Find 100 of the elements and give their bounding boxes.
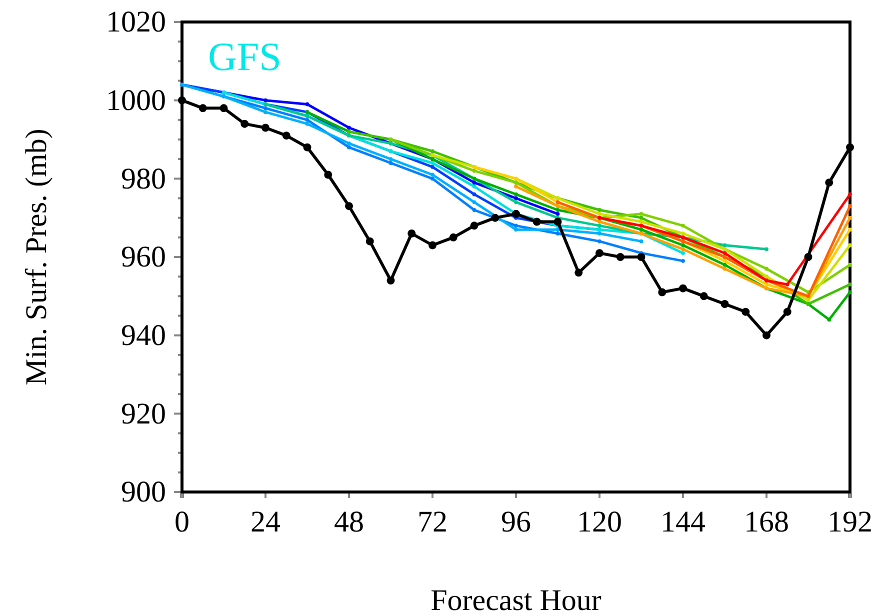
y-tick-label: 1020 bbox=[106, 6, 166, 39]
point bbox=[846, 143, 854, 152]
point bbox=[347, 126, 351, 130]
x-tick-label: 72 bbox=[418, 505, 448, 538]
point bbox=[598, 212, 602, 216]
point bbox=[388, 161, 393, 165]
point bbox=[470, 222, 478, 230]
point bbox=[472, 168, 476, 173]
point bbox=[430, 172, 434, 177]
y-tick-label: 940 bbox=[121, 318, 166, 352]
point bbox=[848, 192, 852, 196]
point bbox=[700, 292, 708, 300]
x-tick-label: 24 bbox=[250, 505, 280, 538]
point bbox=[722, 251, 727, 256]
point bbox=[658, 288, 666, 296]
point bbox=[806, 298, 810, 302]
point bbox=[388, 157, 393, 162]
point bbox=[722, 262, 727, 267]
point bbox=[639, 228, 644, 232]
point bbox=[556, 208, 560, 212]
point bbox=[722, 266, 727, 271]
point bbox=[681, 247, 685, 252]
point bbox=[848, 243, 852, 248]
point bbox=[554, 218, 562, 226]
y-tick-label: 920 bbox=[121, 397, 166, 430]
x-axis-title: Forecast Hour bbox=[430, 584, 602, 616]
point bbox=[720, 300, 729, 308]
point bbox=[825, 178, 834, 187]
point bbox=[639, 239, 644, 244]
point bbox=[848, 282, 852, 286]
y-tick-label: 980 bbox=[121, 162, 166, 196]
point bbox=[722, 243, 727, 248]
point bbox=[178, 96, 186, 104]
point bbox=[574, 268, 583, 277]
point bbox=[303, 143, 312, 152]
point bbox=[848, 290, 852, 294]
point bbox=[639, 220, 644, 224]
point bbox=[347, 141, 351, 146]
point bbox=[324, 170, 332, 179]
x-tick-label: 48 bbox=[334, 505, 364, 538]
point bbox=[783, 308, 792, 316]
point bbox=[556, 232, 560, 236]
point bbox=[722, 258, 727, 263]
point bbox=[305, 122, 310, 126]
x-tick-label: 120 bbox=[577, 505, 622, 538]
point bbox=[408, 230, 416, 238]
y-tick-label: 900 bbox=[121, 476, 166, 509]
point bbox=[345, 202, 353, 210]
point bbox=[681, 243, 685, 248]
point bbox=[681, 258, 685, 263]
point bbox=[556, 228, 560, 232]
point bbox=[428, 241, 436, 250]
point bbox=[514, 196, 518, 200]
line-series bbox=[514, 184, 852, 298]
point bbox=[472, 208, 476, 212]
point bbox=[472, 192, 476, 196]
point bbox=[472, 180, 476, 185]
point bbox=[514, 184, 518, 188]
point bbox=[764, 282, 768, 286]
x-tick-label: 144 bbox=[660, 505, 706, 538]
point bbox=[366, 237, 374, 246]
point bbox=[848, 228, 852, 232]
point bbox=[430, 149, 434, 154]
y-axis-title: Min. Surf. Pres. (mb) bbox=[20, 128, 53, 386]
point bbox=[449, 233, 458, 242]
point bbox=[785, 282, 790, 286]
point bbox=[598, 232, 602, 236]
point bbox=[514, 228, 518, 232]
point bbox=[347, 145, 351, 150]
point bbox=[430, 164, 434, 169]
point bbox=[305, 118, 310, 122]
point bbox=[598, 224, 602, 228]
point bbox=[264, 106, 268, 110]
point bbox=[681, 251, 685, 256]
y-tick-label: 1000 bbox=[106, 84, 166, 117]
point bbox=[639, 212, 644, 216]
x-tick-label: 168 bbox=[744, 505, 789, 538]
point bbox=[305, 102, 310, 106]
point bbox=[616, 253, 624, 261]
point bbox=[386, 276, 395, 284]
point bbox=[220, 104, 228, 112]
y-tick-label: 960 bbox=[121, 240, 166, 274]
point bbox=[827, 318, 832, 322]
point bbox=[198, 104, 207, 112]
point bbox=[764, 247, 768, 252]
point bbox=[514, 200, 518, 204]
x-tick-label: 192 bbox=[828, 505, 872, 538]
point bbox=[264, 110, 268, 114]
point bbox=[804, 253, 812, 261]
point bbox=[596, 249, 604, 258]
point bbox=[764, 266, 768, 271]
point bbox=[637, 253, 646, 261]
point bbox=[491, 214, 500, 222]
point bbox=[598, 239, 602, 244]
point bbox=[742, 308, 750, 316]
point bbox=[262, 124, 270, 132]
point bbox=[514, 192, 518, 196]
point bbox=[282, 132, 290, 140]
point bbox=[598, 220, 602, 224]
point bbox=[556, 212, 560, 216]
